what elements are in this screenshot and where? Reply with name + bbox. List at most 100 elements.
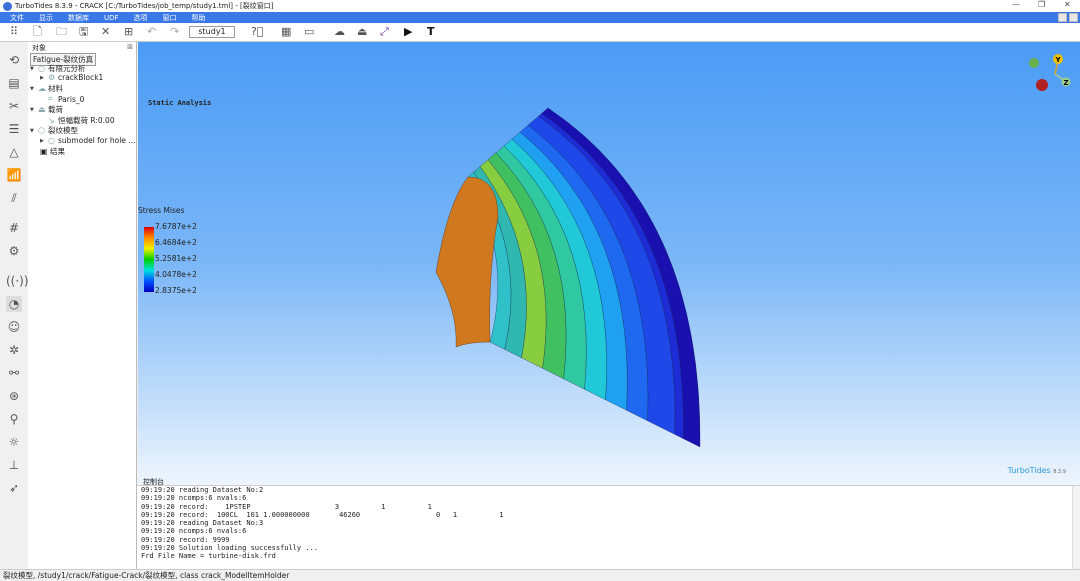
expand-icon[interactable]: ▼ xyxy=(30,106,34,113)
cube-icon: ⬡ xyxy=(38,126,45,135)
pyramid-icon[interactable]: △ xyxy=(9,145,19,159)
expand-icon[interactable]: ▶ xyxy=(40,137,44,144)
tools-icon[interactable]: ✂ xyxy=(8,99,20,113)
arrow-load-icon: ↘ xyxy=(48,116,55,125)
legend-tick: 5.2581e+2 xyxy=(155,254,197,263)
tree-node-crackblock[interactable]: ▶ ⚙ crackBlock1 xyxy=(40,73,104,82)
console-line: 09:19:20 reading Dataset No:2 xyxy=(141,486,264,494)
save-icon[interactable]: 🖫 xyxy=(79,25,89,38)
menu-options[interactable]: 选项 xyxy=(133,13,148,22)
console-line: 09:19:20 ncomps:6 nvals:6 xyxy=(141,494,247,503)
console-line: 09:19:20 Solution loading successfully .… xyxy=(141,544,319,553)
study-field[interactable]: study1 xyxy=(189,26,235,38)
legend-title: Stress Mises xyxy=(138,206,185,215)
console-scrollbar[interactable] xyxy=(1072,486,1080,570)
grid-menu-icon[interactable]: ⠿ xyxy=(10,25,19,38)
tree-node-paris[interactable]: ⌗ Paris_0 xyxy=(48,94,85,104)
block-icon: ⚙ xyxy=(48,73,56,82)
text-icon[interactable]: T xyxy=(427,25,435,38)
cycle-icon[interactable]: ⟲ xyxy=(8,53,20,67)
expand-icon[interactable]: ▼ xyxy=(30,85,34,92)
y-axis-label: Y xyxy=(1054,56,1061,64)
maximize-button[interactable]: ❐ xyxy=(1038,0,1046,9)
antenna-icon[interactable]: ⚲ xyxy=(9,412,19,426)
origin-ball xyxy=(1036,79,1048,91)
redo-icon[interactable]: ↷ xyxy=(170,25,180,38)
restore-subwindow-button[interactable] xyxy=(1058,13,1067,22)
expand-icon[interactable]: ▶ xyxy=(40,74,44,81)
y-axis-ball xyxy=(1053,54,1063,64)
mesh-icon[interactable]: ☁ xyxy=(334,25,345,38)
minimize-button[interactable]: — xyxy=(1012,0,1020,9)
chart-icon[interactable]: 📶 xyxy=(6,168,22,182)
grid-icon[interactable]: # xyxy=(8,221,20,235)
menu-help[interactable]: 帮助 xyxy=(191,13,206,22)
results-icon: ▣ xyxy=(40,147,48,156)
left-icon-bar: ⟲ ▤ ✂ ☰ △ 📶 ⫽ # ⚙ ((·)) ◔ ☺ ✲ ⚯ ⊛ ⚲ ☼ ⊥ … xyxy=(0,42,29,569)
wheel-icon[interactable]: ⊛ xyxy=(8,389,20,403)
tree-root[interactable]: Fatigue-裂纹仿真 xyxy=(30,53,97,66)
x-axis-ball xyxy=(1029,58,1039,68)
console-header: 控制台 xyxy=(143,478,164,486)
tree-node-submodel[interactable]: ▶ ○ submodel for hole ... xyxy=(40,136,136,145)
load-icon: ⏏ xyxy=(38,105,46,114)
table-icon[interactable]: ⊞ xyxy=(124,25,134,38)
menu-window[interactable]: 窗口 xyxy=(162,13,177,22)
sun-icon[interactable]: ☼ xyxy=(8,435,20,449)
tree-node-fea[interactable]: ▼ ○ 有限元分析 xyxy=(30,64,86,73)
tree-header: 对象 xyxy=(32,44,46,52)
expand-icon[interactable]: ▼ xyxy=(30,65,34,72)
block-icon[interactable]: ▤ xyxy=(8,76,20,90)
new-file-icon[interactable]: 🗋 xyxy=(33,25,42,38)
panel-close-icon[interactable]: ⊠ xyxy=(127,43,133,51)
tree-node-results[interactable]: ▣ 结果 xyxy=(40,147,65,156)
paris-icon: ⌗ xyxy=(48,94,53,103)
gear-icon[interactable]: ✲ xyxy=(8,343,20,357)
nodes-icon[interactable]: ⚯ xyxy=(8,366,20,380)
close-button[interactable]: ✕ xyxy=(1064,0,1071,9)
menu-udf[interactable]: UDF xyxy=(104,13,119,22)
app-logo-icon xyxy=(3,1,12,11)
undo-icon[interactable]: ↶ xyxy=(147,25,157,38)
title-bar: TurboTides 8.3.9 - CRACK [C:/TurboTides/… xyxy=(0,0,1080,12)
object-tree-panel: 对象 ⊠ Fatigue-裂纹仿真 ▼ ○ 有限元分析 ▶ ⚙ crackBlock1 … xyxy=(28,42,137,569)
z-axis-label: Z xyxy=(1063,79,1068,87)
console-log[interactable]: 09:19:20 reading Dataset No:2 09:19:20 nc… xyxy=(141,486,503,561)
arrow-icon[interactable]: ⤢ xyxy=(380,25,389,38)
axis-triad[interactable]: Y Z xyxy=(1020,47,1080,107)
legend-tick: 2.8375e+2 xyxy=(155,286,197,295)
console-panel: 控制台 09:19:20 reading Dataset No:2 09:19:2… xyxy=(137,478,1080,570)
vibration-icon[interactable]: ((·)) xyxy=(6,274,29,288)
delete-icon[interactable]: ✕ xyxy=(101,25,111,38)
window-icon[interactable]: ▭ xyxy=(304,25,315,38)
inner-face-high-stress xyxy=(435,176,499,348)
console-line: 09:19:20 ncomps:6 nvals:6 xyxy=(141,527,247,536)
fatigue-icon[interactable]: ◔ xyxy=(6,296,22,312)
tree-node-material[interactable]: ▼ ☁ 材料 xyxy=(30,84,63,93)
layout-icon[interactable]: ▦ xyxy=(281,25,292,38)
toolbar: ⠿ 🗋 🗀 🖫 ✕ ⊞ ↶ ↷ study1 ?⃝ ▦ ▭ ☁ ⏏ ⤢ ▶ T xyxy=(0,23,1080,42)
circle-icon: ○ xyxy=(48,136,55,145)
settings-icon[interactable]: ⚙ xyxy=(8,244,20,258)
expand-icon[interactable]: ▼ xyxy=(30,127,34,134)
open-folder-icon[interactable]: 🗀 xyxy=(56,25,67,38)
menu-file[interactable]: 文件 xyxy=(10,13,24,22)
send-icon[interactable]: ➶ xyxy=(8,481,20,495)
menu-database[interactable]: 数据库 xyxy=(68,13,89,22)
menu-bar: 文件 显示 数据库 UDF 选项 窗口 帮助 xyxy=(0,12,1080,23)
tree-node-constant-load[interactable]: ↘ 恒幅载荷 R:0.00 xyxy=(48,116,115,125)
run-icon[interactable]: ▶ xyxy=(404,25,413,38)
legend-tick: 6.4684e+2 xyxy=(155,238,197,247)
menu-view[interactable]: 显示 xyxy=(39,13,53,22)
help-icon[interactable]: ?⃝ xyxy=(251,25,264,38)
z-axis-ball xyxy=(1061,77,1071,87)
tree-node-crack-model[interactable]: ▼ ⬡ 裂纹模型 xyxy=(30,126,78,135)
tree-node-load[interactable]: ▼ ⏏ 载荷 xyxy=(30,105,63,114)
blade-icon[interactable]: ⫽ xyxy=(11,191,17,205)
3d-viewport[interactable]: Static Analysis Stress Mises 7.6787e+2 6… xyxy=(138,42,1080,485)
head-icon[interactable]: ☺ xyxy=(7,320,21,334)
load-icon[interactable]: ⏏ xyxy=(357,25,368,38)
close-subwindow-button[interactable] xyxy=(1069,13,1078,22)
layers-icon[interactable]: ☰ xyxy=(8,122,20,136)
tree-icon[interactable]: ⊥ xyxy=(8,458,20,472)
